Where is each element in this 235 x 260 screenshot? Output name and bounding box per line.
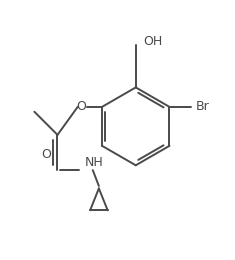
Text: Br: Br (196, 100, 210, 113)
Text: O: O (76, 100, 86, 113)
Text: NH: NH (84, 156, 103, 169)
Text: O: O (41, 148, 51, 161)
Text: OH: OH (143, 35, 162, 48)
